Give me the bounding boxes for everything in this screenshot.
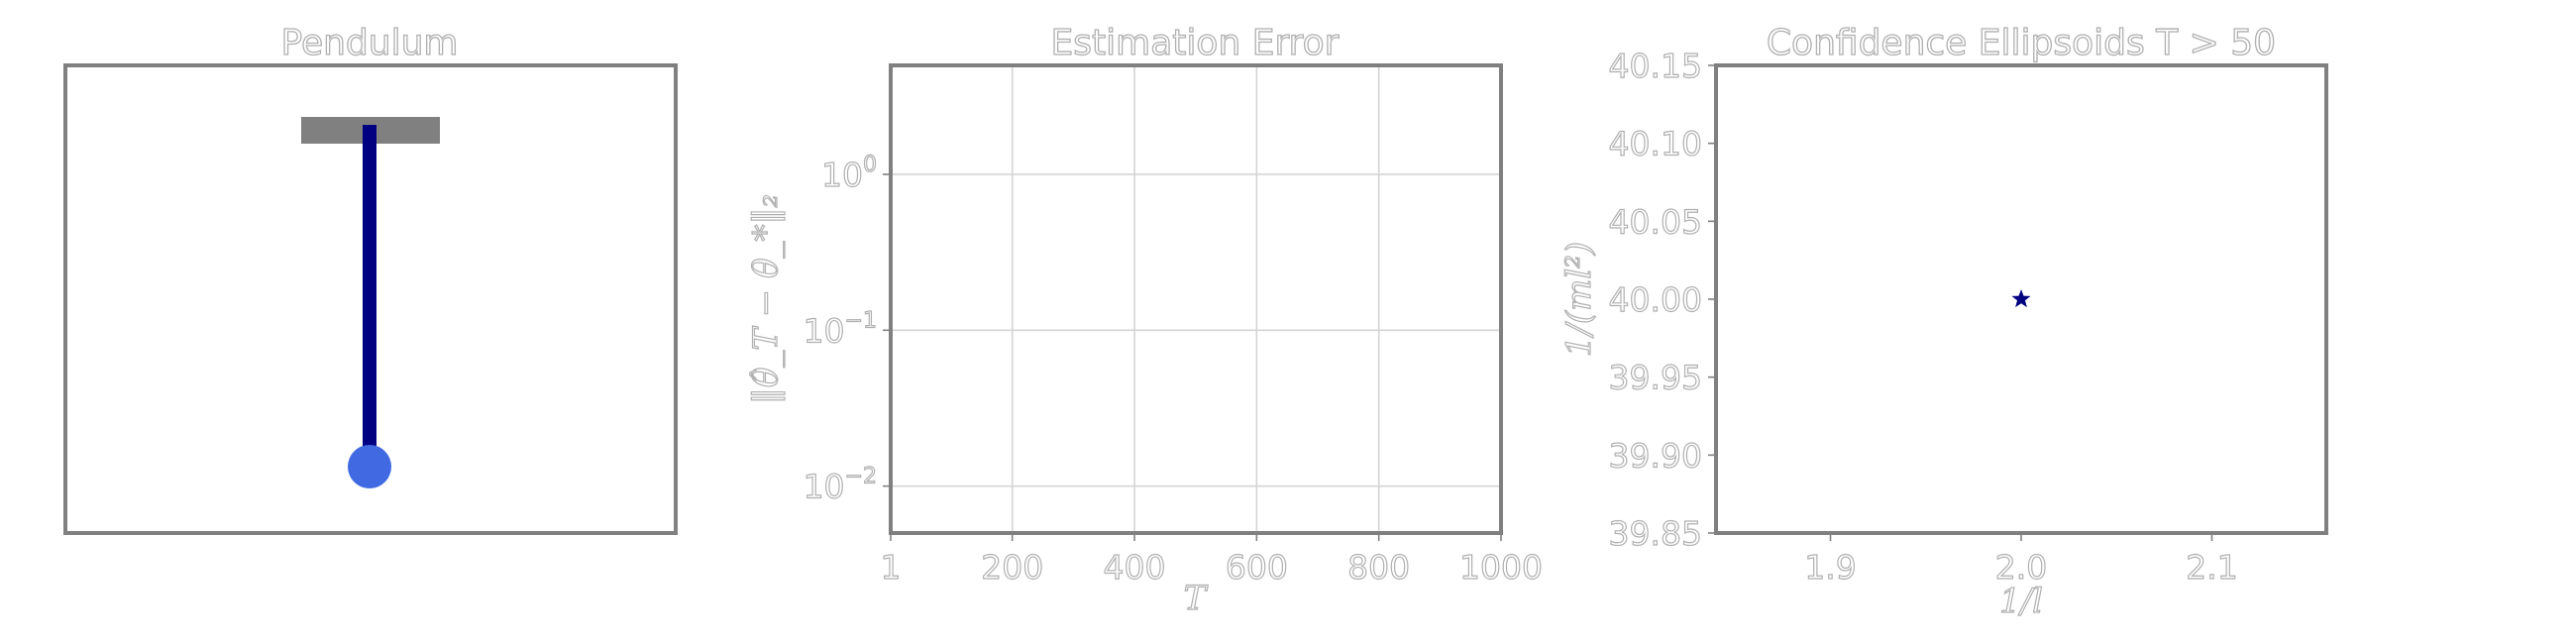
error-x-ticks: 1 200 400 600 800 1000 [880,533,1544,588]
ellipsoid-y-ticks: 40.15 40.10 40.05 40.00 39.95 39.90 39.85 [1608,46,1716,554]
ellipsoid-x-tick-label: 1.9 [1804,548,1856,587]
ellipsoid-points [2011,289,2031,308]
ellipsoid-y-tick-label: 40.00 [1609,280,1702,319]
ellipsoid-title: Confidence Ellipsoids T > 50 [1767,23,2276,63]
ellipsoid-y-tick-label: 39.90 [1609,436,1702,475]
error-x-label: T [1184,579,1209,618]
error-y-tick-label: 100 [821,153,877,194]
error-title: Estimation Error [1051,23,1340,63]
ellipsoid-y-tick-label: 40.15 [1609,47,1702,85]
pendulum-panel: Pendulum [63,22,678,535]
error-x-tick-label: 1 [881,548,902,587]
error-y-tick-label: 10−1 [804,308,877,350]
ellipsoid-y-tick-label: 39.85 [1609,514,1702,553]
ellipsoid-y-tick-label: 39.95 [1609,359,1702,397]
error-y-label: ‖θ̂_T − θ_*‖₂ [746,194,786,404]
ellipsoid-panel: Confidence Ellipsoids T > 50 1.9 2.0 2.1 4… [1558,22,2328,622]
true-parameter-star-marker [2011,289,2031,308]
error-y-ticks: 100 10−1 10−2 [803,152,891,506]
pendulum-title: Pendulum [281,23,459,63]
error-grid [890,65,1502,533]
ellipsoid-x-tick-label: 2.1 [2186,548,2237,587]
ellipsoid-y-label: 1/(ml²) [1559,242,1599,357]
ellipsoid-x-ticks: 1.9 2.0 2.1 [1804,533,2238,588]
ellipsoid-y-tick-label: 40.05 [1609,202,1702,241]
error-x-tick-label: 600 [1226,548,1288,587]
pendulum-frame [63,63,678,535]
error-x-tick-label: 1000 [1459,548,1543,587]
error-x-tick-label: 800 [1347,548,1410,587]
error-frame [889,63,1503,535]
ellipsoid-x-tick-label: 2.0 [1995,548,2047,587]
ellipsoid-x-label: 1/l [1999,582,2043,621]
error-panel: Estimation Error 1 200 400 600 800 1000 10010… [745,22,1544,618]
error-x-tick-label: 400 [1104,548,1166,587]
pendulum-bob [348,445,391,488]
error-x-tick-label: 200 [981,548,1043,587]
ellipsoid-y-tick-label: 40.10 [1609,125,1702,163]
error-y-tick-label: 10−2 [804,465,877,506]
